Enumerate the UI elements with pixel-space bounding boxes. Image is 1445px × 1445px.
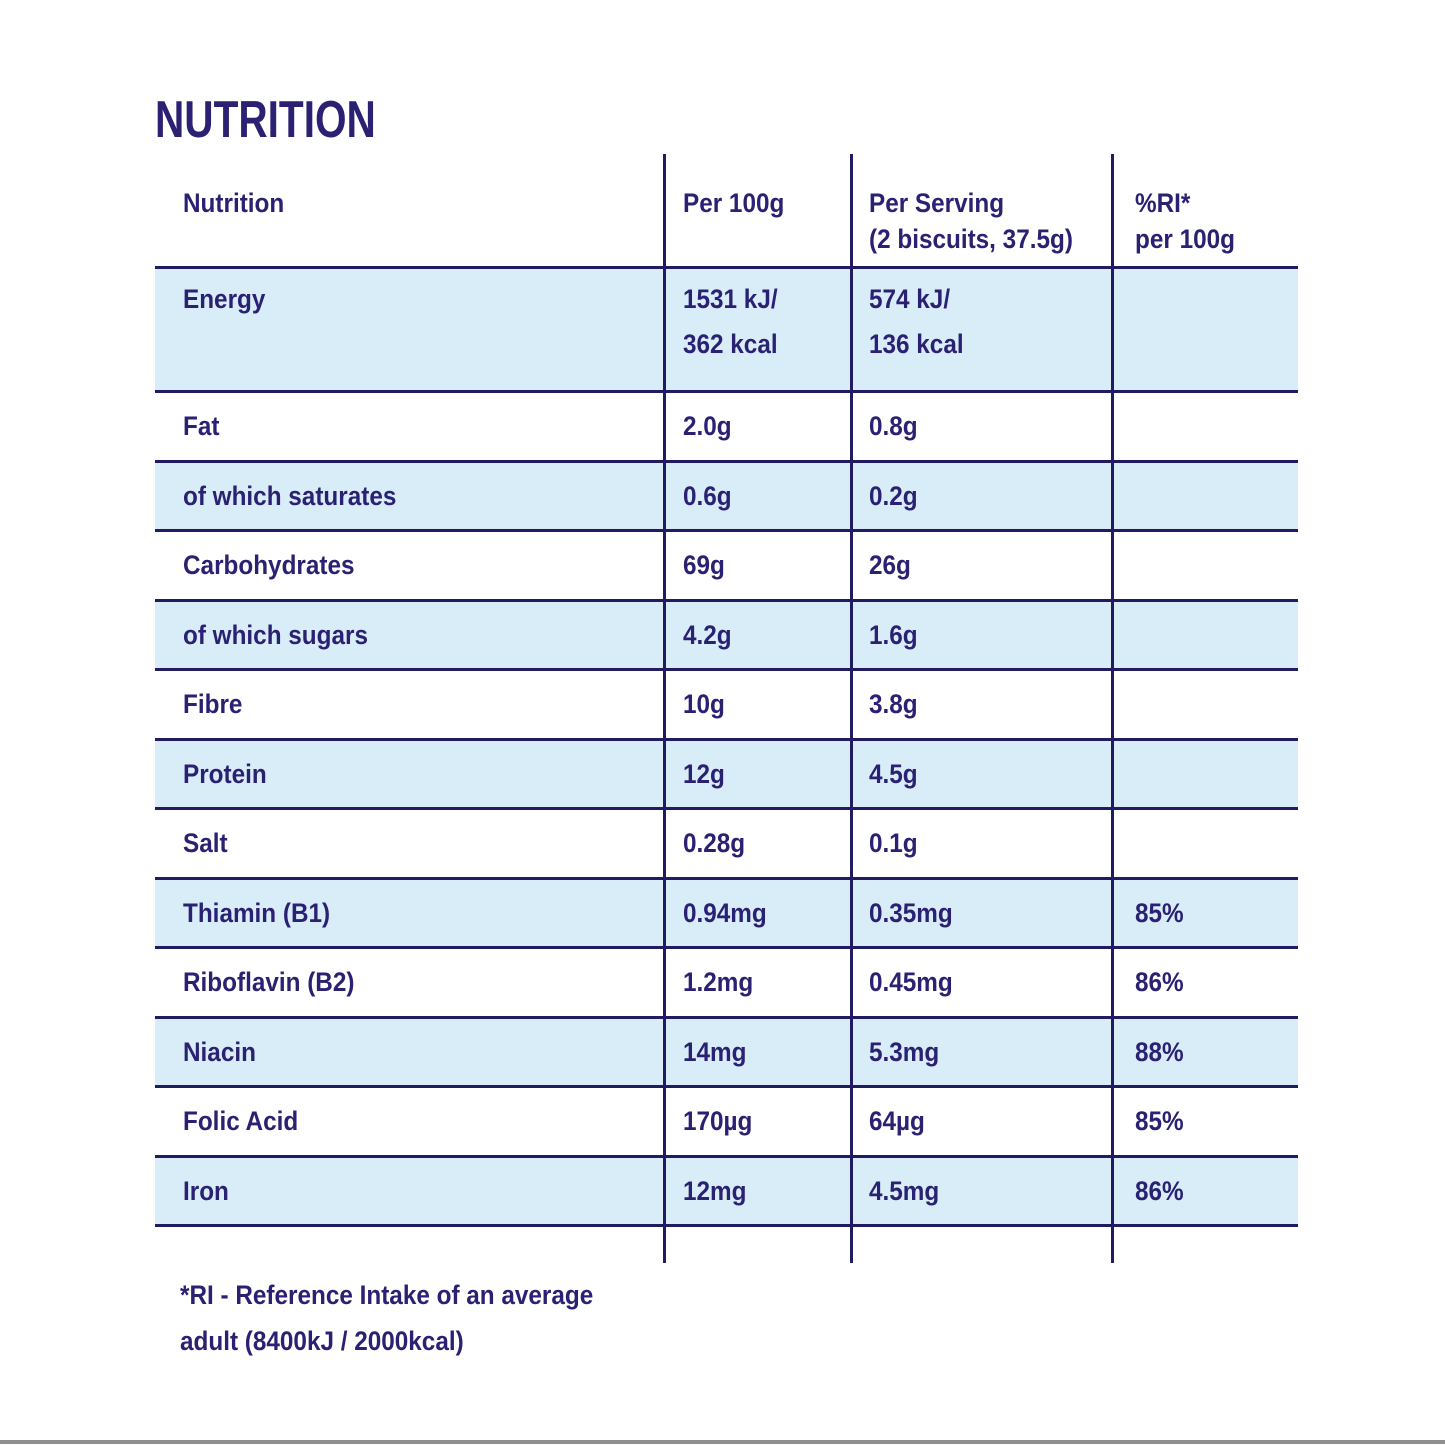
cell-label: Thiamin (B1): [183, 897, 331, 928]
table-row-protein: Protein 12g 4.5g: [155, 740, 1298, 810]
cell-per-100g: 1531 kJ/ 362 kcal: [683, 284, 778, 359]
table-row-niacin: Niacin 14mg 5.3mg 88%: [155, 1018, 1298, 1088]
cell-per-serving: 5.3mg: [869, 1036, 940, 1067]
cell-ri: 85%: [1135, 897, 1184, 928]
table-row-energy: Energy 1531 kJ/ 362 kcal 574 kJ/ 136 kca…: [155, 269, 1298, 393]
table-row-salt: Salt 0.28g 0.1g: [155, 810, 1298, 880]
cell-per-serving: 1.6g: [869, 619, 918, 650]
cell-per-100g: 2.0g: [683, 411, 732, 442]
cell-per-100g: 170µg: [683, 1106, 753, 1137]
cell-per-100g: 4.2g: [683, 619, 732, 650]
cell-ri: 88%: [1135, 1036, 1184, 1067]
cell-per-serving: 0.45mg: [869, 967, 953, 998]
cell-label: Protein: [183, 758, 267, 789]
table-row-carbohydrates: Carbohydrates 69g 26g: [155, 532, 1298, 602]
table-row-riboflavin: Riboflavin (B2) 1.2mg 0.45mg 86%: [155, 949, 1298, 1019]
cell-ri: [1113, 602, 1298, 669]
cell-label: Carbohydrates: [183, 550, 355, 581]
cell-ri: [1113, 671, 1298, 738]
column-header-nutrition: Nutrition: [183, 188, 285, 218]
table-row-iron: Iron 12mg 4.5mg 86%: [155, 1157, 1298, 1227]
cell-label: Energy: [183, 284, 266, 314]
cell-per-100g: 1.2mg: [683, 967, 754, 998]
cell-ri: 86%: [1135, 1175, 1184, 1206]
column-divider-1: [663, 154, 666, 1263]
cell-per-serving: 4.5g: [869, 758, 918, 789]
cell-per-100g: 0.28g: [683, 828, 746, 859]
cell-per-serving: 0.1g: [869, 828, 918, 859]
cell-label: Fibre: [183, 689, 243, 720]
cell-per-100g: 12g: [683, 758, 725, 789]
cell-per-100g: 0.6g: [683, 480, 732, 511]
column-header-per-serving: Per Serving (2 biscuits, 37.5g): [869, 188, 1073, 254]
nutrition-table: Nutrition Per 100g Per Serving (2 biscui…: [155, 154, 1298, 1263]
cell-per-serving: 3.8g: [869, 689, 918, 720]
cell-per-serving: 0.35mg: [869, 897, 953, 928]
cell-ri: [1113, 741, 1298, 808]
cell-label: Iron: [183, 1175, 229, 1206]
cell-ri: [1113, 463, 1298, 530]
column-header-ri: %RI* per 100g: [1135, 188, 1235, 254]
page-title: NUTRITION: [155, 91, 376, 149]
cell-ri: [1113, 532, 1298, 599]
cell-ri: 85%: [1135, 1106, 1184, 1137]
column-header-per-100g: Per 100g: [683, 188, 785, 218]
cell-per-serving: 0.8g: [869, 411, 918, 442]
ri-footnote: *RI - Reference Intake of an average adu…: [180, 1280, 594, 1356]
table-row-thiamin: Thiamin (B1) 0.94mg 0.35mg 85%: [155, 879, 1298, 949]
cell-label: of which sugars: [183, 619, 368, 650]
column-divider-2: [850, 154, 853, 1263]
cell-per-serving: 26g: [869, 550, 911, 581]
cell-ri: 86%: [1135, 967, 1184, 998]
cell-label: Niacin: [183, 1036, 256, 1067]
cell-per-serving: 574 kJ/ 136 kcal: [869, 284, 964, 359]
cell-ri: [1113, 810, 1298, 877]
table-row-fat: Fat 2.0g 0.8g: [155, 393, 1298, 463]
table-row-saturates: of which saturates 0.6g 0.2g: [155, 462, 1298, 532]
cell-label: Riboflavin (B2): [183, 967, 355, 998]
cell-per-100g: 0.94mg: [683, 897, 767, 928]
cell-per-serving: 0.2g: [869, 480, 918, 511]
cell-per-100g: 14mg: [683, 1036, 747, 1067]
cell-per-serving: 4.5mg: [869, 1175, 940, 1206]
cell-ri: [1113, 269, 1298, 390]
cell-label: Fat: [183, 411, 220, 442]
table-row-sugars: of which sugars 4.2g 1.6g: [155, 601, 1298, 671]
cell-per-100g: 10g: [683, 689, 725, 720]
table-header-row: Nutrition Per 100g Per Serving (2 biscui…: [155, 154, 1298, 269]
column-divider-3: [1111, 154, 1114, 1263]
cell-label: Folic Acid: [183, 1106, 299, 1137]
cell-ri: [1113, 393, 1298, 460]
table-row-folic-acid: Folic Acid 170µg 64µg 85%: [155, 1088, 1298, 1158]
cell-per-100g: 69g: [683, 550, 725, 581]
cell-per-serving: 64µg: [869, 1106, 925, 1137]
cell-label: Salt: [183, 828, 228, 859]
table-row-fibre: Fibre 10g 3.8g: [155, 671, 1298, 741]
cell-per-100g: 12mg: [683, 1175, 747, 1206]
cell-label: of which saturates: [183, 480, 397, 511]
bottom-border: [0, 1440, 1445, 1444]
